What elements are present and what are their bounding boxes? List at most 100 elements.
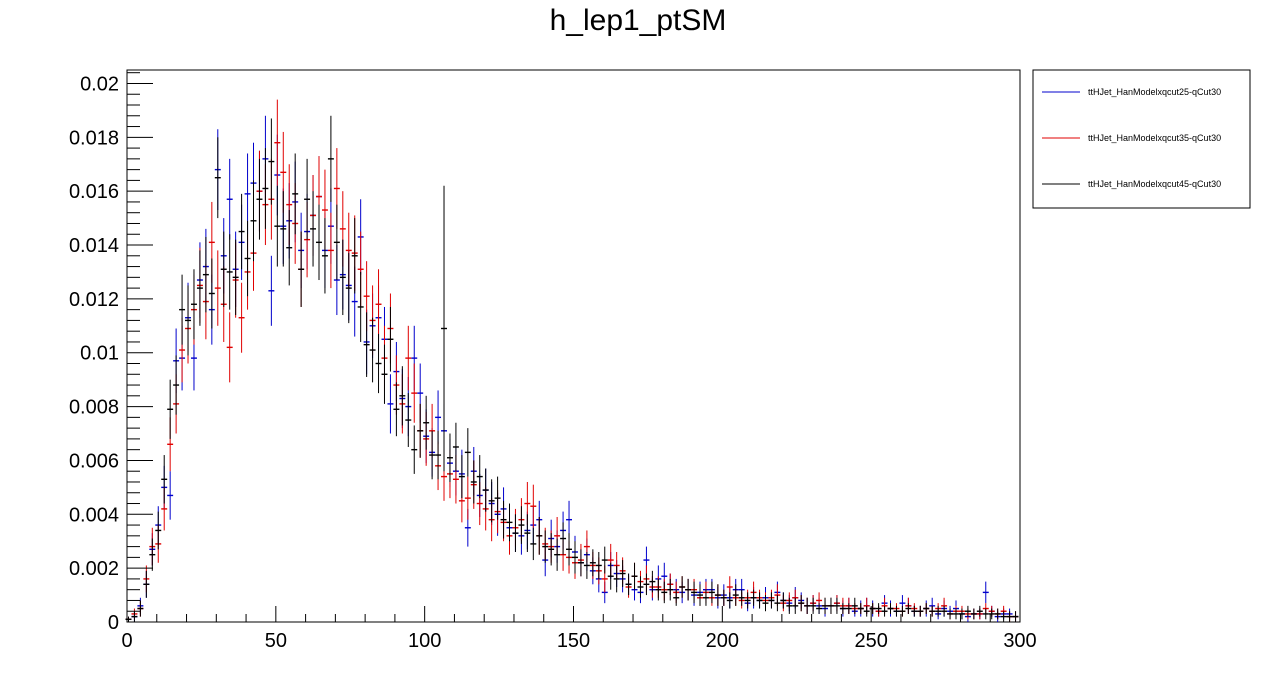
y-tick-label: 0.018 — [69, 127, 119, 149]
data-point — [494, 476, 501, 520]
data-point — [518, 506, 525, 544]
legend: ttHJet_HanModelxqcut25-qCut30 ttHJet_Han… — [1032, 69, 1251, 209]
data-point — [702, 589, 709, 606]
data-point — [155, 511, 162, 550]
data-point — [321, 218, 328, 294]
y-tick-label: 0.006 — [69, 450, 119, 472]
data-point — [381, 344, 388, 404]
data-point — [536, 516, 543, 555]
data-point — [976, 605, 983, 617]
data-point — [143, 570, 150, 598]
data-point — [363, 312, 370, 377]
data-point — [857, 603, 864, 614]
legend-box — [1032, 69, 1251, 209]
data-point — [298, 231, 305, 307]
data-point — [994, 608, 1001, 620]
data-point — [982, 608, 989, 620]
data-point — [970, 608, 977, 620]
data-point — [268, 118, 275, 205]
data-point — [232, 239, 239, 316]
data-point — [214, 250, 221, 326]
data-point — [327, 212, 334, 289]
data-point — [756, 592, 763, 609]
data-point — [583, 551, 590, 579]
data-point — [411, 363, 418, 423]
data-point — [214, 137, 221, 219]
data-point — [202, 236, 209, 313]
data-point — [411, 425, 418, 474]
data-point — [762, 595, 769, 612]
data-point — [387, 374, 394, 434]
data-point — [446, 433, 453, 482]
data-point — [190, 269, 197, 340]
data-point — [149, 538, 156, 571]
data-point — [131, 611, 138, 622]
data-point — [732, 584, 739, 606]
data-point — [828, 597, 834, 614]
data-point — [875, 603, 882, 614]
data-point — [566, 533, 573, 566]
data-point — [863, 605, 870, 617]
data-point — [935, 605, 942, 617]
data-point — [512, 514, 519, 552]
data-point — [268, 255, 275, 326]
data-point — [941, 605, 948, 617]
data-point — [399, 366, 406, 426]
data-point — [292, 153, 299, 235]
data-point — [804, 597, 811, 614]
data-point — [726, 592, 733, 609]
data-point — [822, 597, 829, 614]
x-tick-label: 100 — [408, 630, 441, 652]
data-point — [929, 605, 936, 617]
legend-label-series-2: ttHJet_HanModelxqcut35-qCut30 — [1088, 133, 1221, 143]
plot-frame — [126, 69, 1021, 623]
data-point — [691, 581, 698, 604]
legend-label-series-1: ttHJet_HanModelxqcut25-qCut30 — [1088, 87, 1221, 97]
data-point — [351, 218, 358, 294]
data-point — [476, 455, 483, 499]
data-point — [167, 379, 174, 439]
legend-label-series-3: ttHJet_HanModelxqcut45-qCut30 — [1088, 179, 1221, 189]
data-point — [161, 455, 168, 504]
data-point — [327, 115, 334, 202]
data-point — [619, 560, 626, 587]
data-point — [357, 271, 364, 342]
data-point — [566, 500, 573, 539]
data-point — [810, 597, 817, 614]
axis-layer: 0 50 100 150 200 250 300 0 0.002 0.004 0.006 0.008 0… — [69, 72, 1037, 652]
data-point — [607, 562, 614, 590]
data-point — [482, 468, 489, 512]
data-point — [833, 597, 840, 614]
data-point — [768, 592, 775, 609]
data-point — [226, 312, 233, 383]
data-point — [577, 549, 584, 577]
y-tick-label: 0.01 — [80, 343, 119, 365]
data-point — [839, 603, 846, 614]
x-tick-label: 300 — [1003, 630, 1036, 652]
data-point — [423, 395, 430, 450]
y-tick-label: 0.014 — [69, 235, 119, 257]
data-point — [524, 514, 531, 552]
data-point — [530, 484, 537, 528]
data-point — [458, 455, 465, 499]
data-point — [333, 204, 340, 281]
data-point — [1000, 611, 1007, 622]
data-point — [530, 527, 537, 561]
data-point — [792, 597, 799, 614]
data-point — [464, 428, 471, 477]
data-point — [851, 597, 858, 614]
data-point — [881, 605, 888, 617]
data-point — [953, 608, 959, 620]
data-point — [988, 608, 995, 620]
data-point — [780, 592, 787, 609]
data-point — [464, 476, 471, 520]
data-point — [375, 333, 382, 394]
data-point — [923, 603, 930, 614]
data-point — [226, 158, 233, 240]
data-point — [500, 500, 507, 539]
data-point — [708, 581, 715, 604]
data-point — [845, 603, 852, 614]
data-point — [1012, 611, 1019, 622]
x-tick-label: 150 — [557, 630, 590, 652]
x-tick-label: 0 — [121, 630, 132, 652]
